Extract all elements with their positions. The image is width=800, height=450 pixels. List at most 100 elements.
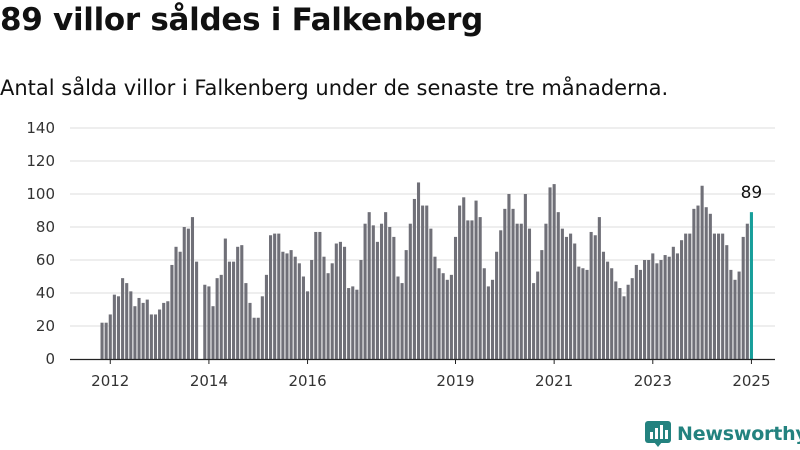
bar — [100, 322, 104, 359]
y-tick-label: 80 — [36, 218, 55, 236]
bar — [412, 198, 416, 359]
y-tick-label: 140 — [26, 119, 55, 137]
bar — [166, 301, 170, 359]
bar — [145, 299, 149, 359]
bar — [630, 278, 634, 359]
bar — [273, 233, 277, 359]
bar — [347, 288, 351, 359]
bar — [482, 268, 486, 359]
bar — [108, 314, 112, 359]
bar — [421, 205, 425, 359]
bar — [285, 253, 289, 359]
bar — [240, 245, 244, 359]
bar — [207, 286, 211, 359]
bar — [322, 256, 326, 359]
bar — [548, 187, 552, 359]
latest-value-label: 89 — [741, 183, 763, 203]
bar — [560, 228, 564, 359]
bar — [519, 223, 523, 359]
bar — [745, 223, 749, 359]
bar — [355, 289, 359, 359]
x-tick-label: 2025 — [732, 372, 770, 390]
brand-name: Newsworthy — [677, 423, 800, 445]
bar — [532, 283, 536, 359]
bar — [437, 268, 441, 359]
x-tick-label: 2016 — [288, 372, 326, 390]
bar — [515, 223, 519, 359]
bar — [680, 240, 684, 359]
bar — [330, 263, 334, 359]
bar — [310, 260, 314, 359]
bar — [170, 264, 174, 359]
bar — [511, 208, 515, 359]
bar — [182, 227, 186, 359]
bar — [577, 266, 581, 359]
bar — [388, 227, 392, 359]
bar — [647, 260, 651, 359]
bar — [314, 231, 318, 359]
bar — [121, 278, 125, 359]
bar — [659, 260, 663, 359]
bar — [445, 279, 449, 359]
bar — [334, 243, 338, 359]
bar — [593, 235, 597, 359]
bar — [104, 322, 108, 359]
y-axis-tick-labels: 0 20 40 60 80 100 120 140 — [26, 119, 55, 368]
bar — [449, 274, 453, 359]
bar — [704, 207, 708, 359]
bar — [293, 256, 297, 359]
bar — [178, 251, 182, 359]
bar — [466, 220, 470, 359]
bar — [158, 309, 162, 359]
bar — [215, 278, 219, 359]
y-tick-label: 20 — [36, 317, 55, 335]
y-tick-label: 100 — [26, 185, 55, 203]
newsworthy-logo-icon — [645, 421, 671, 447]
bar — [651, 253, 655, 359]
bar — [486, 286, 490, 359]
bar — [523, 194, 527, 359]
bar — [416, 182, 421, 359]
y-tick-label: 0 — [45, 350, 55, 368]
bar — [326, 273, 330, 359]
bar — [692, 208, 696, 359]
bar — [638, 269, 643, 359]
bar — [392, 236, 396, 359]
bar — [655, 263, 659, 359]
bar — [622, 296, 626, 359]
bar — [133, 306, 137, 359]
bar — [712, 233, 716, 359]
bar — [195, 261, 199, 359]
x-tick-label: 2019 — [436, 372, 474, 390]
bar — [342, 246, 347, 359]
bar — [684, 233, 688, 359]
bar — [211, 306, 215, 359]
bar — [149, 314, 153, 359]
bar — [227, 261, 232, 359]
bar — [556, 212, 560, 359]
bar — [552, 184, 556, 359]
bar — [717, 233, 721, 359]
bar — [433, 256, 437, 359]
bar — [174, 246, 178, 359]
bar — [338, 241, 342, 359]
bar — [351, 286, 355, 359]
bar — [729, 269, 733, 359]
bar — [141, 302, 145, 359]
bar — [404, 250, 408, 359]
bar — [453, 236, 458, 359]
bar — [375, 241, 379, 359]
bar — [162, 302, 166, 359]
x-axis-tick-labels: 2012 2014 2016 2019 2021 2023 2025 — [91, 372, 770, 390]
bar — [408, 223, 412, 359]
bar — [708, 213, 712, 359]
bar — [248, 302, 252, 359]
bar — [186, 228, 190, 359]
bar — [626, 284, 630, 359]
bar — [441, 273, 445, 359]
bar — [371, 225, 375, 359]
bar — [741, 236, 745, 359]
bar — [252, 317, 256, 359]
y-tick-label: 60 — [36, 251, 55, 269]
bar — [297, 263, 301, 359]
